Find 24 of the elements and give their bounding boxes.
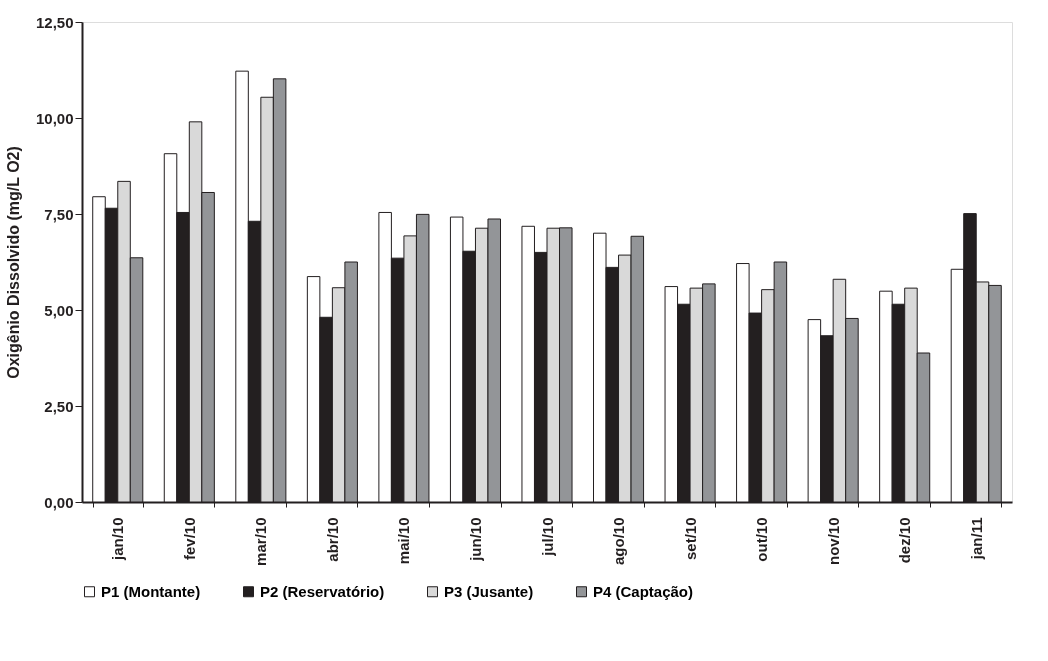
y-tick-label: 0,00 bbox=[44, 493, 74, 511]
x-tick-label: ago/10 bbox=[610, 517, 628, 566]
x-tick-label: nov/10 bbox=[824, 517, 842, 566]
y-tick-label: 7,50 bbox=[44, 205, 74, 223]
x-tick-label: abr/10 bbox=[323, 517, 341, 562]
legend-label: P1 (Montante) bbox=[101, 582, 201, 600]
y-tick-label: 12,50 bbox=[35, 13, 74, 31]
x-tick-label: jun/10 bbox=[466, 517, 484, 562]
y-axis-title: Oxigênio Dissolvido (mg/L O2) bbox=[4, 146, 22, 379]
x-tick-label: jan/10 bbox=[109, 517, 127, 562]
y-tick-label: 2,50 bbox=[44, 397, 74, 415]
legend-label: P3 (Jusante) bbox=[444, 582, 534, 600]
x-tick-label: out/10 bbox=[753, 517, 771, 562]
y-tick-label: 5,00 bbox=[44, 301, 74, 319]
x-tick-label: mai/10 bbox=[395, 517, 413, 565]
x-tick-label: jan/11 bbox=[967, 517, 985, 561]
x-tick-label: fev/10 bbox=[180, 517, 198, 561]
y-tick-label: 10,00 bbox=[35, 109, 74, 127]
legend-label: P4 (Captação) bbox=[593, 582, 694, 600]
legend-label: P2 (Reservatório) bbox=[260, 582, 385, 600]
x-tick-label: set/10 bbox=[681, 517, 699, 561]
x-tick-label: mar/10 bbox=[252, 517, 270, 566]
x-tick-label: dez/10 bbox=[896, 517, 914, 564]
x-tick-label: jul/10 bbox=[538, 517, 556, 557]
